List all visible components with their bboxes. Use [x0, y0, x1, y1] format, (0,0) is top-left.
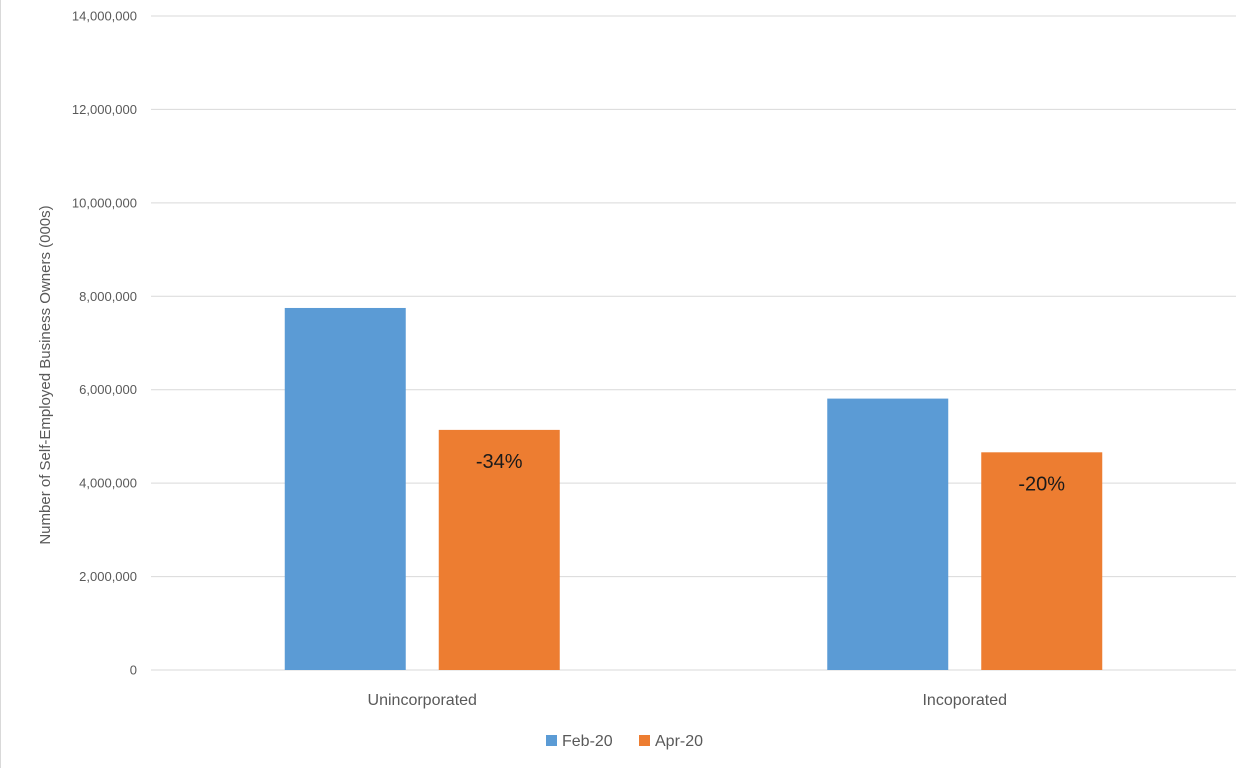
- data-labels: -34% -20%: [476, 451, 1065, 495]
- legend-swatch: [546, 735, 557, 746]
- legend: Feb-20 Apr-20: [546, 733, 703, 750]
- y-tick-label: 14,000,000: [72, 9, 137, 24]
- legend-label: Apr-20: [655, 733, 703, 750]
- bar-feb-20-unincorporated: [284, 307, 406, 670]
- x-axis-category-labels: Unincorporated Incoporated: [368, 692, 1007, 709]
- bar-apr-20-incoporated: [981, 452, 1103, 670]
- data-label: -20%: [1018, 473, 1065, 495]
- bar-feb-20-incoporated: [827, 398, 949, 670]
- y-axis-tick-labels: 0 2,000,000 4,000,000 6,000,000 8,000,000 10,…: [72, 9, 137, 678]
- legend-label: Feb-20: [562, 733, 613, 750]
- legend-swatch: [639, 735, 650, 746]
- y-tick-label: 2,000,000: [79, 569, 137, 584]
- bar-apr-20-unincorporated: [438, 429, 560, 670]
- x-category-label: Unincorporated: [368, 692, 477, 709]
- y-tick-label: 8,000,000: [79, 289, 137, 304]
- y-axis-title: Number of Self-Employed Business Owners …: [37, 205, 54, 544]
- y-tick-label: 0: [130, 663, 137, 678]
- data-label: -34%: [476, 451, 523, 473]
- bars: [284, 307, 1103, 670]
- x-category-label: Incoporated: [922, 692, 1007, 709]
- y-tick-label: 6,000,000: [79, 382, 137, 397]
- y-tick-label: 10,000,000: [72, 195, 137, 210]
- y-tick-label: 12,000,000: [72, 102, 137, 117]
- y-tick-label: 4,000,000: [79, 476, 137, 491]
